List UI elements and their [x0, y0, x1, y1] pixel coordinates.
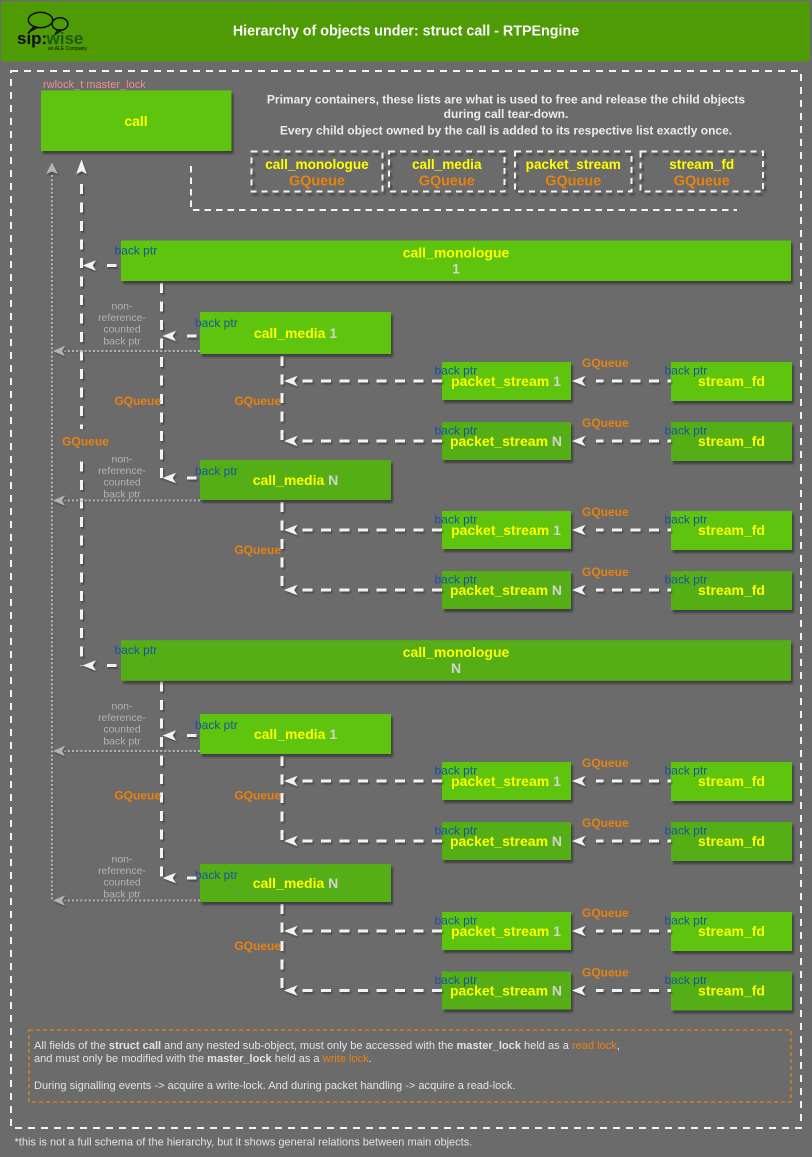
svg-text:back ptr: back ptr — [665, 914, 708, 928]
svg-text:reference-: reference- — [98, 712, 146, 724]
svg-text:call_monologue: call_monologue — [265, 157, 369, 172]
svg-text:packet_stream N: packet_stream N — [450, 833, 562, 849]
svg-text:back ptr: back ptr — [115, 244, 158, 258]
svg-text:packet_stream 1: packet_stream 1 — [451, 522, 561, 538]
svg-text:call_monologue: call_monologue — [403, 245, 510, 261]
svg-text:GQueue: GQueue — [582, 906, 629, 920]
svg-text:packet_stream: packet_stream — [526, 157, 621, 172]
svg-text:back ptr: back ptr — [195, 316, 238, 330]
svg-text:reference-: reference- — [98, 465, 146, 477]
svg-text:GQueue: GQueue — [289, 173, 345, 189]
svg-text:GQueue: GQueue — [582, 756, 629, 770]
svg-text:call_media 1: call_media 1 — [254, 726, 337, 742]
svg-text:GQueue: GQueue — [114, 394, 161, 408]
svg-text:All fields of the struct call: All fields of the struct call and any ne… — [34, 1040, 620, 1052]
svg-text:back ptr: back ptr — [435, 513, 478, 527]
svg-text:reference-: reference- — [98, 312, 146, 324]
svg-text:back ptr: back ptr — [103, 735, 141, 747]
svg-text:Every child object owned by th: Every child object owned by the call is … — [280, 124, 732, 138]
svg-text:packet_stream 1: packet_stream 1 — [451, 373, 561, 389]
svg-text:reference-: reference- — [98, 865, 146, 877]
svg-text:back ptr: back ptr — [435, 364, 478, 378]
svg-text:stream_fd: stream_fd — [698, 433, 765, 449]
svg-text:back ptr: back ptr — [665, 424, 708, 438]
svg-text:back ptr: back ptr — [435, 824, 478, 838]
svg-text:back ptr: back ptr — [435, 573, 478, 587]
svg-text:GQueue: GQueue — [582, 966, 629, 980]
svg-text:GQueue: GQueue — [582, 505, 629, 519]
svg-text:back ptr: back ptr — [665, 973, 708, 987]
svg-text:N: N — [451, 660, 461, 676]
svg-text:counted: counted — [103, 477, 141, 489]
svg-text:back ptr: back ptr — [435, 914, 478, 928]
svg-text:GQueue: GQueue — [234, 939, 281, 953]
svg-text:counted: counted — [103, 724, 141, 736]
svg-text:GQueue: GQueue — [419, 173, 475, 189]
svg-text:an ALE Company: an ALE Company — [48, 46, 87, 52]
svg-text:During signalling events -> ac: During signalling events -> acquire a wr… — [34, 1080, 515, 1092]
svg-text:call_media N: call_media N — [253, 472, 339, 488]
svg-text:back ptr: back ptr — [195, 718, 238, 732]
svg-text:back ptr: back ptr — [435, 764, 478, 778]
svg-text:back ptr: back ptr — [195, 868, 238, 882]
svg-text:GQueue: GQueue — [582, 356, 629, 370]
svg-text:back ptr: back ptr — [103, 488, 141, 500]
svg-text:packet_stream 1: packet_stream 1 — [451, 923, 561, 939]
svg-text:GQueue: GQueue — [582, 816, 629, 830]
svg-text:back ptr: back ptr — [435, 973, 478, 987]
svg-text:Hierarchy of objects under: st: Hierarchy of objects under: struct call … — [233, 24, 579, 40]
svg-text:back ptr: back ptr — [665, 573, 708, 587]
svg-text:packet_stream 1: packet_stream 1 — [451, 773, 561, 789]
svg-text:stream_fd: stream_fd — [698, 773, 765, 789]
svg-text:call_monologue: call_monologue — [403, 644, 510, 660]
svg-text:wise: wise — [46, 29, 84, 48]
svg-text:packet_stream N: packet_stream N — [450, 582, 562, 598]
svg-text:rwlock_t master_lock: rwlock_t master_lock — [43, 79, 146, 91]
svg-text:back ptr: back ptr — [103, 335, 141, 347]
svg-text:Primary containers, these list: Primary containers, these lists are what… — [267, 93, 746, 107]
svg-text:back ptr: back ptr — [435, 424, 478, 438]
svg-text:non-: non- — [111, 854, 133, 866]
svg-text:non-: non- — [111, 701, 133, 713]
svg-text:GQueue: GQueue — [114, 789, 161, 803]
svg-text:GQueue: GQueue — [234, 789, 281, 803]
svg-text:packet_stream N: packet_stream N — [450, 983, 562, 999]
svg-text:packet_stream N: packet_stream N — [450, 433, 562, 449]
svg-text:call_media: call_media — [412, 157, 482, 172]
svg-text:GQueue: GQueue — [234, 543, 281, 557]
svg-text:counted: counted — [103, 877, 141, 889]
svg-text:stream_fd: stream_fd — [698, 983, 765, 999]
svg-text:GQueue: GQueue — [234, 394, 281, 408]
svg-text:back ptr: back ptr — [195, 464, 238, 478]
svg-text:stream_fd: stream_fd — [669, 157, 734, 172]
svg-text:back ptr: back ptr — [665, 513, 708, 527]
svg-text:back ptr: back ptr — [665, 364, 708, 378]
svg-text:back ptr: back ptr — [115, 643, 158, 657]
svg-text:and must only be modified with: and must only be modified with the maste… — [34, 1053, 372, 1065]
svg-text:*this is not a full schema of: *this is not a full schema of the hierar… — [15, 1137, 473, 1149]
svg-text:call_media 1: call_media 1 — [254, 325, 337, 341]
svg-text:stream_fd: stream_fd — [698, 923, 765, 939]
svg-text:GQueue: GQueue — [62, 435, 109, 449]
svg-text:1: 1 — [452, 261, 460, 277]
svg-text:GQueue: GQueue — [545, 173, 601, 189]
svg-text:GQueue: GQueue — [582, 565, 629, 579]
svg-text:call_media N: call_media N — [253, 875, 339, 891]
svg-text:stream_fd: stream_fd — [698, 582, 765, 598]
svg-text:call: call — [124, 113, 147, 129]
svg-text:stream_fd: stream_fd — [698, 522, 765, 538]
svg-text:GQueue: GQueue — [674, 173, 730, 189]
svg-text:back ptr: back ptr — [665, 824, 708, 838]
svg-text:sip:: sip: — [17, 29, 47, 48]
svg-text:non-: non- — [111, 301, 133, 313]
svg-text:non-: non- — [111, 454, 133, 466]
svg-text:counted: counted — [103, 324, 141, 336]
svg-text:GQueue: GQueue — [582, 416, 629, 430]
svg-text:back ptr: back ptr — [665, 764, 708, 778]
svg-text:stream_fd: stream_fd — [698, 833, 765, 849]
svg-text:back ptr: back ptr — [103, 888, 141, 900]
svg-text:during call tear-down.: during call tear-down. — [444, 107, 569, 121]
svg-text:stream_fd: stream_fd — [698, 373, 765, 389]
